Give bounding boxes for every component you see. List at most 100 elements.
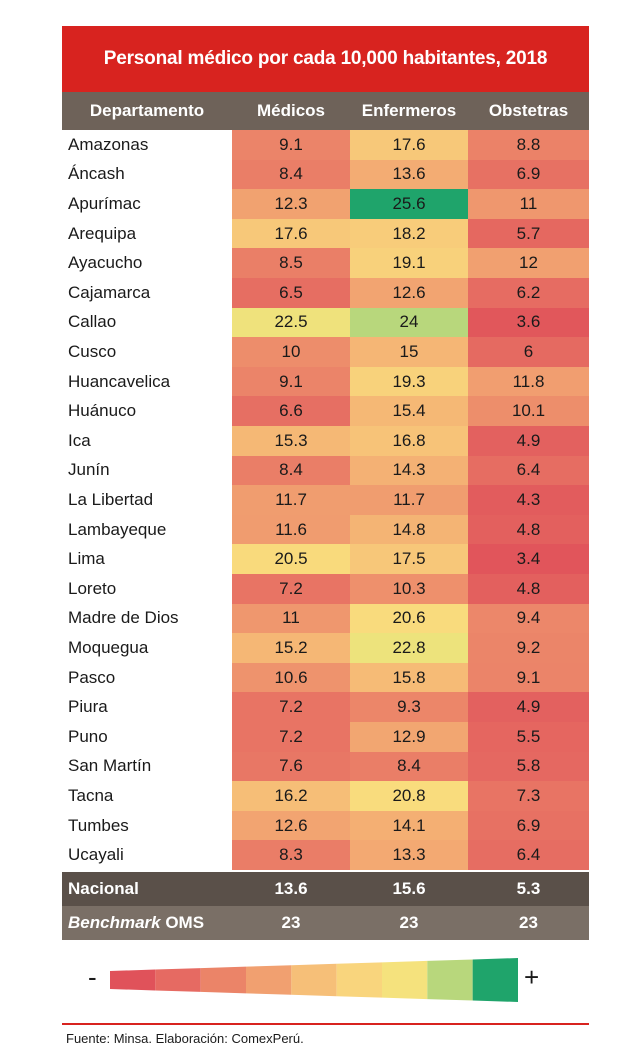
- heatmap-cell-obstetras: 9.1: [468, 662, 589, 693]
- legend-max-label: +: [524, 962, 539, 992]
- heatmap-cell-enfermeros: 9.3: [350, 692, 468, 722]
- heatmap-cell-medicos: 16.2: [232, 781, 350, 811]
- heatmap-cell-medicos: 8.3: [232, 840, 350, 870]
- heatmap-cell-enfermeros: 16.8: [350, 426, 468, 456]
- heatmap-cell-enfermeros: 14.3: [350, 455, 468, 486]
- heatmap-cell-obstetras: 11.8: [468, 366, 589, 397]
- heatmap-cell-obstetras: 6.2: [468, 278, 589, 308]
- heatmap-cell-obstetras: 6.4: [468, 455, 589, 486]
- table-row: Ica 15.3 16.8 4.9: [62, 426, 589, 456]
- row-departamento: Ayacucho: [68, 253, 143, 273]
- heatmap-cell-obstetras: 3.4: [468, 544, 589, 574]
- table-row: Junín 8.4 14.3 6.4: [62, 455, 589, 486]
- row-departamento: La Libertad: [68, 489, 154, 509]
- heatmap-cell-enfermeros: 14.8: [350, 514, 468, 545]
- row-departamento: Huánuco: [68, 401, 137, 421]
- benchmark-row: Benchmark OMS 23 23 23: [62, 906, 589, 940]
- heatmap-cell-medicos: 22.5: [232, 307, 350, 338]
- table-row: Ucayali 8.3 13.3 6.4: [62, 840, 589, 870]
- heatmap-cell-obstetras: 4.3: [468, 485, 589, 515]
- heatmap-cell-obstetras: 6.9: [468, 810, 589, 841]
- footer-divider: [62, 1023, 589, 1025]
- heatmap-cell-enfermeros: 15.8: [350, 662, 468, 693]
- table-row: Lambayeque 11.6 14.8 4.8: [62, 514, 589, 545]
- heatmap-cell-obstetras: 4.8: [468, 574, 589, 604]
- table-row: Madre de Dios 11 20.6 9.4: [62, 603, 589, 634]
- legend-wedge: [110, 958, 518, 1002]
- table-header: Departamento Médicos Enfermeros Obstetra…: [62, 92, 589, 130]
- table-row: Moquegua 15.2 22.8 9.2: [62, 633, 589, 663]
- heatmap-cell-medicos: 6.6: [232, 396, 350, 426]
- legend-swatch: [291, 963, 337, 997]
- row-departamento: Loreto: [68, 578, 117, 598]
- heatmap-cell-obstetras: 6: [468, 337, 589, 367]
- benchmark-label-rest: OMS: [160, 913, 205, 932]
- heatmap-cell-obstetras: 9.4: [468, 603, 589, 634]
- heatmap-cell-obstetras: 11: [468, 189, 589, 219]
- row-departamento: San Martín: [68, 756, 152, 776]
- heatmap-cell-medicos: 11: [232, 603, 350, 634]
- table-row: Piura 7.2 9.3 4.9: [62, 692, 589, 722]
- heatmap-cell-obstetras: 4.8: [468, 514, 589, 545]
- table-row: Tumbes 12.6 14.1 6.9: [62, 810, 589, 841]
- heatmap-cell-enfermeros: 20.8: [350, 781, 468, 811]
- row-departamento: Tumbes: [68, 815, 129, 835]
- heatmap-cell-obstetras: 6.9: [468, 159, 589, 190]
- row-departamento: Cajamarca: [68, 282, 151, 302]
- table-row: Lima 20.5 17.5 3.4: [62, 544, 589, 574]
- heatmap-cell-enfermeros: 19.3: [350, 366, 468, 397]
- heatmap-cell-enfermeros: 13.3: [350, 840, 468, 870]
- table-row: San Martín 7.6 8.4 5.8: [62, 751, 589, 782]
- heatmap-cell-enfermeros: 24: [350, 307, 468, 338]
- nacional-enfermeros: 15.6: [392, 879, 426, 898]
- row-departamento: Tacna: [68, 785, 114, 805]
- legend-swatch: [472, 958, 518, 1002]
- heatmap-cell-enfermeros: 13.6: [350, 159, 468, 190]
- color-scale-legend: - +: [88, 958, 539, 1002]
- heatmap-cell-enfermeros: 12.9: [350, 722, 468, 752]
- row-departamento: Callao: [68, 312, 117, 332]
- table-row: Huancavelica 9.1 19.3 11.8: [62, 366, 589, 397]
- heatmap-cell-medicos: 7.6: [232, 751, 350, 782]
- heatmap-cell-obstetras: 12: [468, 248, 589, 278]
- heatmap-cell-medicos: 10: [232, 337, 350, 367]
- row-departamento: Lima: [68, 549, 105, 569]
- heatmap-cell-medicos: 10.6: [232, 662, 350, 693]
- heatmap-cell-medicos: 9.1: [232, 130, 350, 160]
- heatmap-cell-medicos: 9.1: [232, 366, 350, 397]
- heatmap-cell-medicos: 6.5: [232, 278, 350, 308]
- legend-swatch: [427, 959, 473, 1001]
- header-medicos: Médicos: [256, 101, 326, 120]
- row-departamento: Piura: [68, 697, 108, 717]
- legend-swatch: [382, 960, 428, 1000]
- table-row: Huánuco 6.6 15.4 10.1: [62, 396, 589, 426]
- heatmap-cell-medicos: 20.5: [232, 544, 350, 574]
- chart-title: Personal médico por cada 10,000 habitant…: [62, 26, 589, 92]
- table-row: Loreto 7.2 10.3 4.8: [62, 574, 589, 604]
- nacional-row: Nacional 13.6 15.6 5.3: [62, 872, 589, 906]
- heatmap-cell-medicos: 7.2: [232, 574, 350, 604]
- table-row: Ayacucho 8.5 19.1 12: [62, 248, 589, 278]
- heatmap-cell-obstetras: 6.4: [468, 840, 589, 870]
- heatmap-cell-enfermeros: 11.7: [350, 485, 468, 515]
- heatmap-cell-medicos: 11.7: [232, 485, 350, 515]
- benchmark-medicos: 23: [281, 913, 301, 932]
- nacional-obstetras: 5.3: [516, 879, 541, 898]
- row-departamento: Madre de Dios: [68, 608, 179, 628]
- row-departamento: Arequipa: [68, 223, 137, 243]
- row-departamento: Áncash: [68, 164, 125, 184]
- heatmap-cell-obstetras: 8.8: [468, 130, 589, 160]
- heatmap-cell-enfermeros: 22.8: [350, 633, 468, 663]
- heatmap-cell-enfermeros: 20.6: [350, 603, 468, 634]
- row-departamento: Moquegua: [68, 637, 149, 657]
- header-departamento: Departamento: [89, 101, 205, 120]
- row-departamento: Huancavelica: [68, 371, 171, 391]
- row-departamento: Ucayali: [68, 845, 124, 865]
- heatmap-cell-medicos: 7.2: [232, 692, 350, 722]
- heatmap-cell-enfermeros: 17.6: [350, 130, 468, 160]
- heatmap-cell-enfermeros: 14.1: [350, 810, 468, 841]
- heatmap-cell-enfermeros: 12.6: [350, 278, 468, 308]
- heatmap-cell-obstetras: 5.7: [468, 218, 589, 249]
- heatmap-cell-obstetras: 4.9: [468, 692, 589, 722]
- heatmap-cell-obstetras: 5.8: [468, 751, 589, 782]
